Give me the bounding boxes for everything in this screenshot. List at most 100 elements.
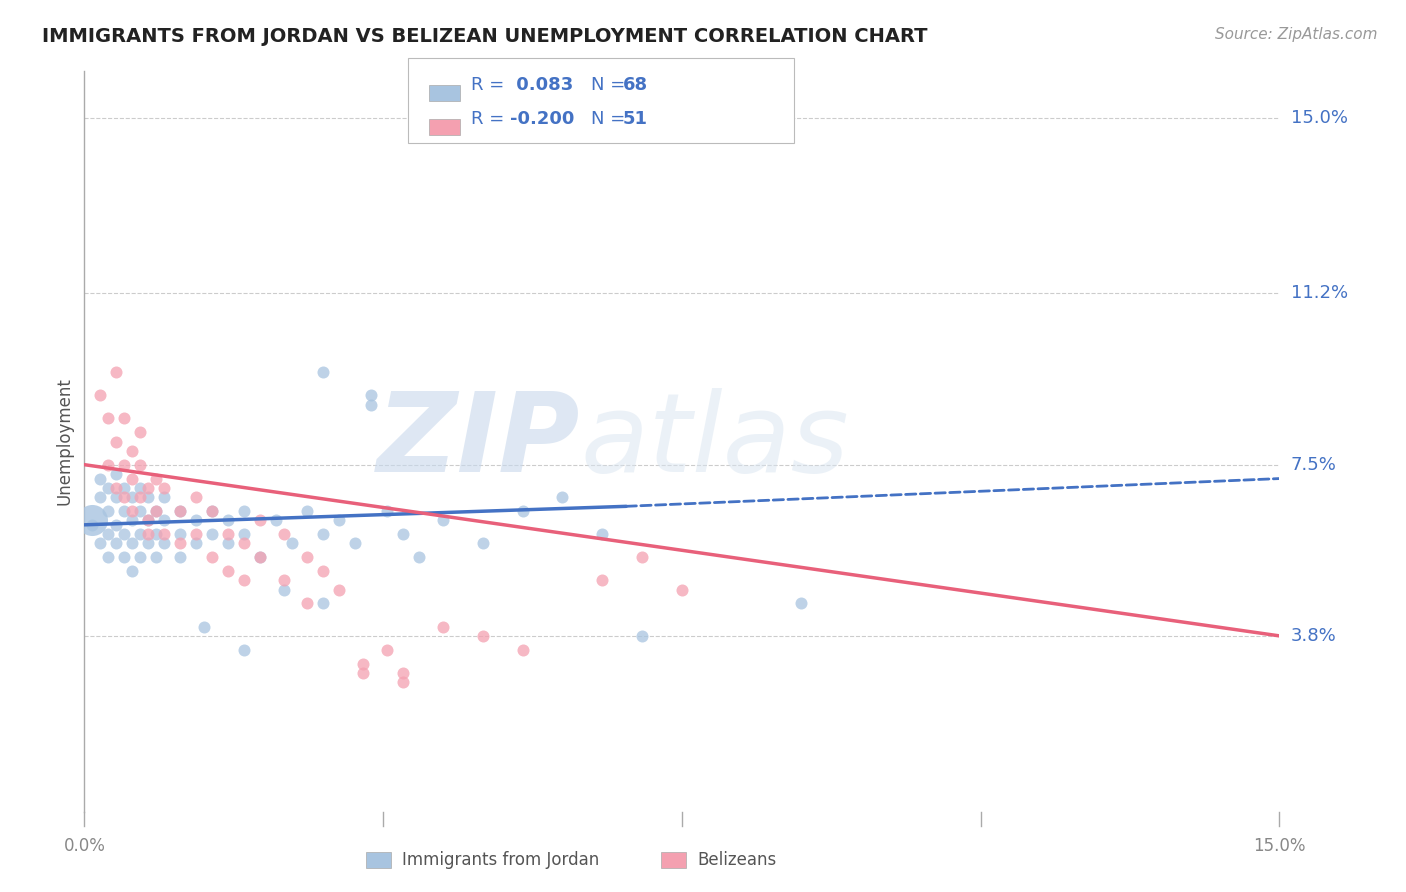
Point (153, 536, 176, 550)
Point (136, 481, 159, 495)
Point (249, 550, 271, 565)
Point (352, 665, 374, 680)
Point (89, 536, 111, 550)
Point (121, 504, 143, 518)
Point (273, 574, 295, 588)
Point (145, 527, 167, 541)
Point (360, 398, 382, 412)
Point (136, 513, 159, 527)
Point (591, 527, 613, 541)
Point (97, 458, 120, 472)
Point (273, 582, 295, 597)
Point (153, 527, 176, 541)
Point (97, 504, 120, 518)
Point (129, 425, 152, 440)
Point (512, 642, 534, 657)
Point (105, 467, 128, 481)
Point (89, 388, 111, 402)
Point (89, 472, 111, 486)
Point (129, 527, 152, 541)
Point (97, 411, 120, 425)
Text: atlas: atlas (581, 388, 849, 495)
Point (360, 388, 382, 402)
Text: 11.2%: 11.2% (1291, 285, 1348, 302)
Point (121, 443, 143, 458)
Point (145, 504, 167, 518)
Point (153, 490, 176, 504)
Point (312, 597, 335, 611)
Point (328, 513, 350, 527)
Point (145, 472, 167, 486)
Point (89, 490, 111, 504)
Point (97, 527, 120, 541)
Point (121, 564, 143, 578)
Point (392, 675, 415, 690)
Point (232, 574, 254, 588)
Point (129, 481, 152, 495)
Text: N =: N = (591, 76, 630, 95)
Point (129, 490, 152, 504)
Point (375, 504, 398, 518)
Point (169, 536, 191, 550)
Point (280, 536, 302, 550)
Point (312, 527, 335, 541)
Point (312, 564, 335, 578)
Point (112, 458, 135, 472)
Point (249, 550, 271, 565)
Point (129, 550, 152, 565)
Point (169, 504, 191, 518)
Point (121, 490, 143, 504)
Point (217, 564, 239, 578)
Point (121, 536, 143, 550)
Point (273, 527, 295, 541)
Text: N =: N = (591, 111, 630, 128)
Point (392, 665, 415, 680)
Point (631, 550, 654, 565)
Point (169, 550, 191, 565)
Point (136, 490, 159, 504)
Point (790, 597, 813, 611)
Text: Immigrants from Jordan: Immigrants from Jordan (402, 851, 599, 869)
Point (136, 513, 159, 527)
Text: 3.8%: 3.8% (1291, 627, 1336, 645)
Point (344, 536, 367, 550)
Point (591, 574, 613, 588)
Point (105, 481, 128, 495)
Point (232, 527, 254, 541)
Point (153, 481, 176, 495)
Point (392, 527, 415, 541)
Text: ZIP: ZIP (377, 388, 581, 495)
Point (201, 527, 224, 541)
Text: 68: 68 (623, 76, 648, 95)
Point (297, 550, 319, 565)
Point (217, 527, 239, 541)
Point (408, 550, 430, 565)
Text: 0.083: 0.083 (510, 76, 574, 95)
Point (112, 481, 135, 495)
Point (136, 536, 159, 550)
Point (97, 550, 120, 565)
Point (352, 657, 374, 671)
Point (264, 513, 287, 527)
Point (184, 490, 207, 504)
Point (312, 365, 335, 379)
Text: 51: 51 (623, 111, 648, 128)
Point (112, 550, 135, 565)
Point (631, 629, 654, 643)
Point (121, 513, 143, 527)
Point (201, 550, 224, 565)
Point (671, 582, 693, 597)
Text: 7.5%: 7.5% (1291, 456, 1337, 474)
Point (201, 504, 224, 518)
Point (217, 536, 239, 550)
Point (328, 582, 350, 597)
Point (297, 597, 319, 611)
Point (169, 504, 191, 518)
Point (432, 619, 454, 633)
Point (169, 527, 191, 541)
Point (184, 536, 207, 550)
Point (145, 550, 167, 565)
Point (512, 504, 534, 518)
Text: Belizeans: Belizeans (697, 851, 776, 869)
Text: Source: ZipAtlas.com: Source: ZipAtlas.com (1215, 27, 1378, 42)
